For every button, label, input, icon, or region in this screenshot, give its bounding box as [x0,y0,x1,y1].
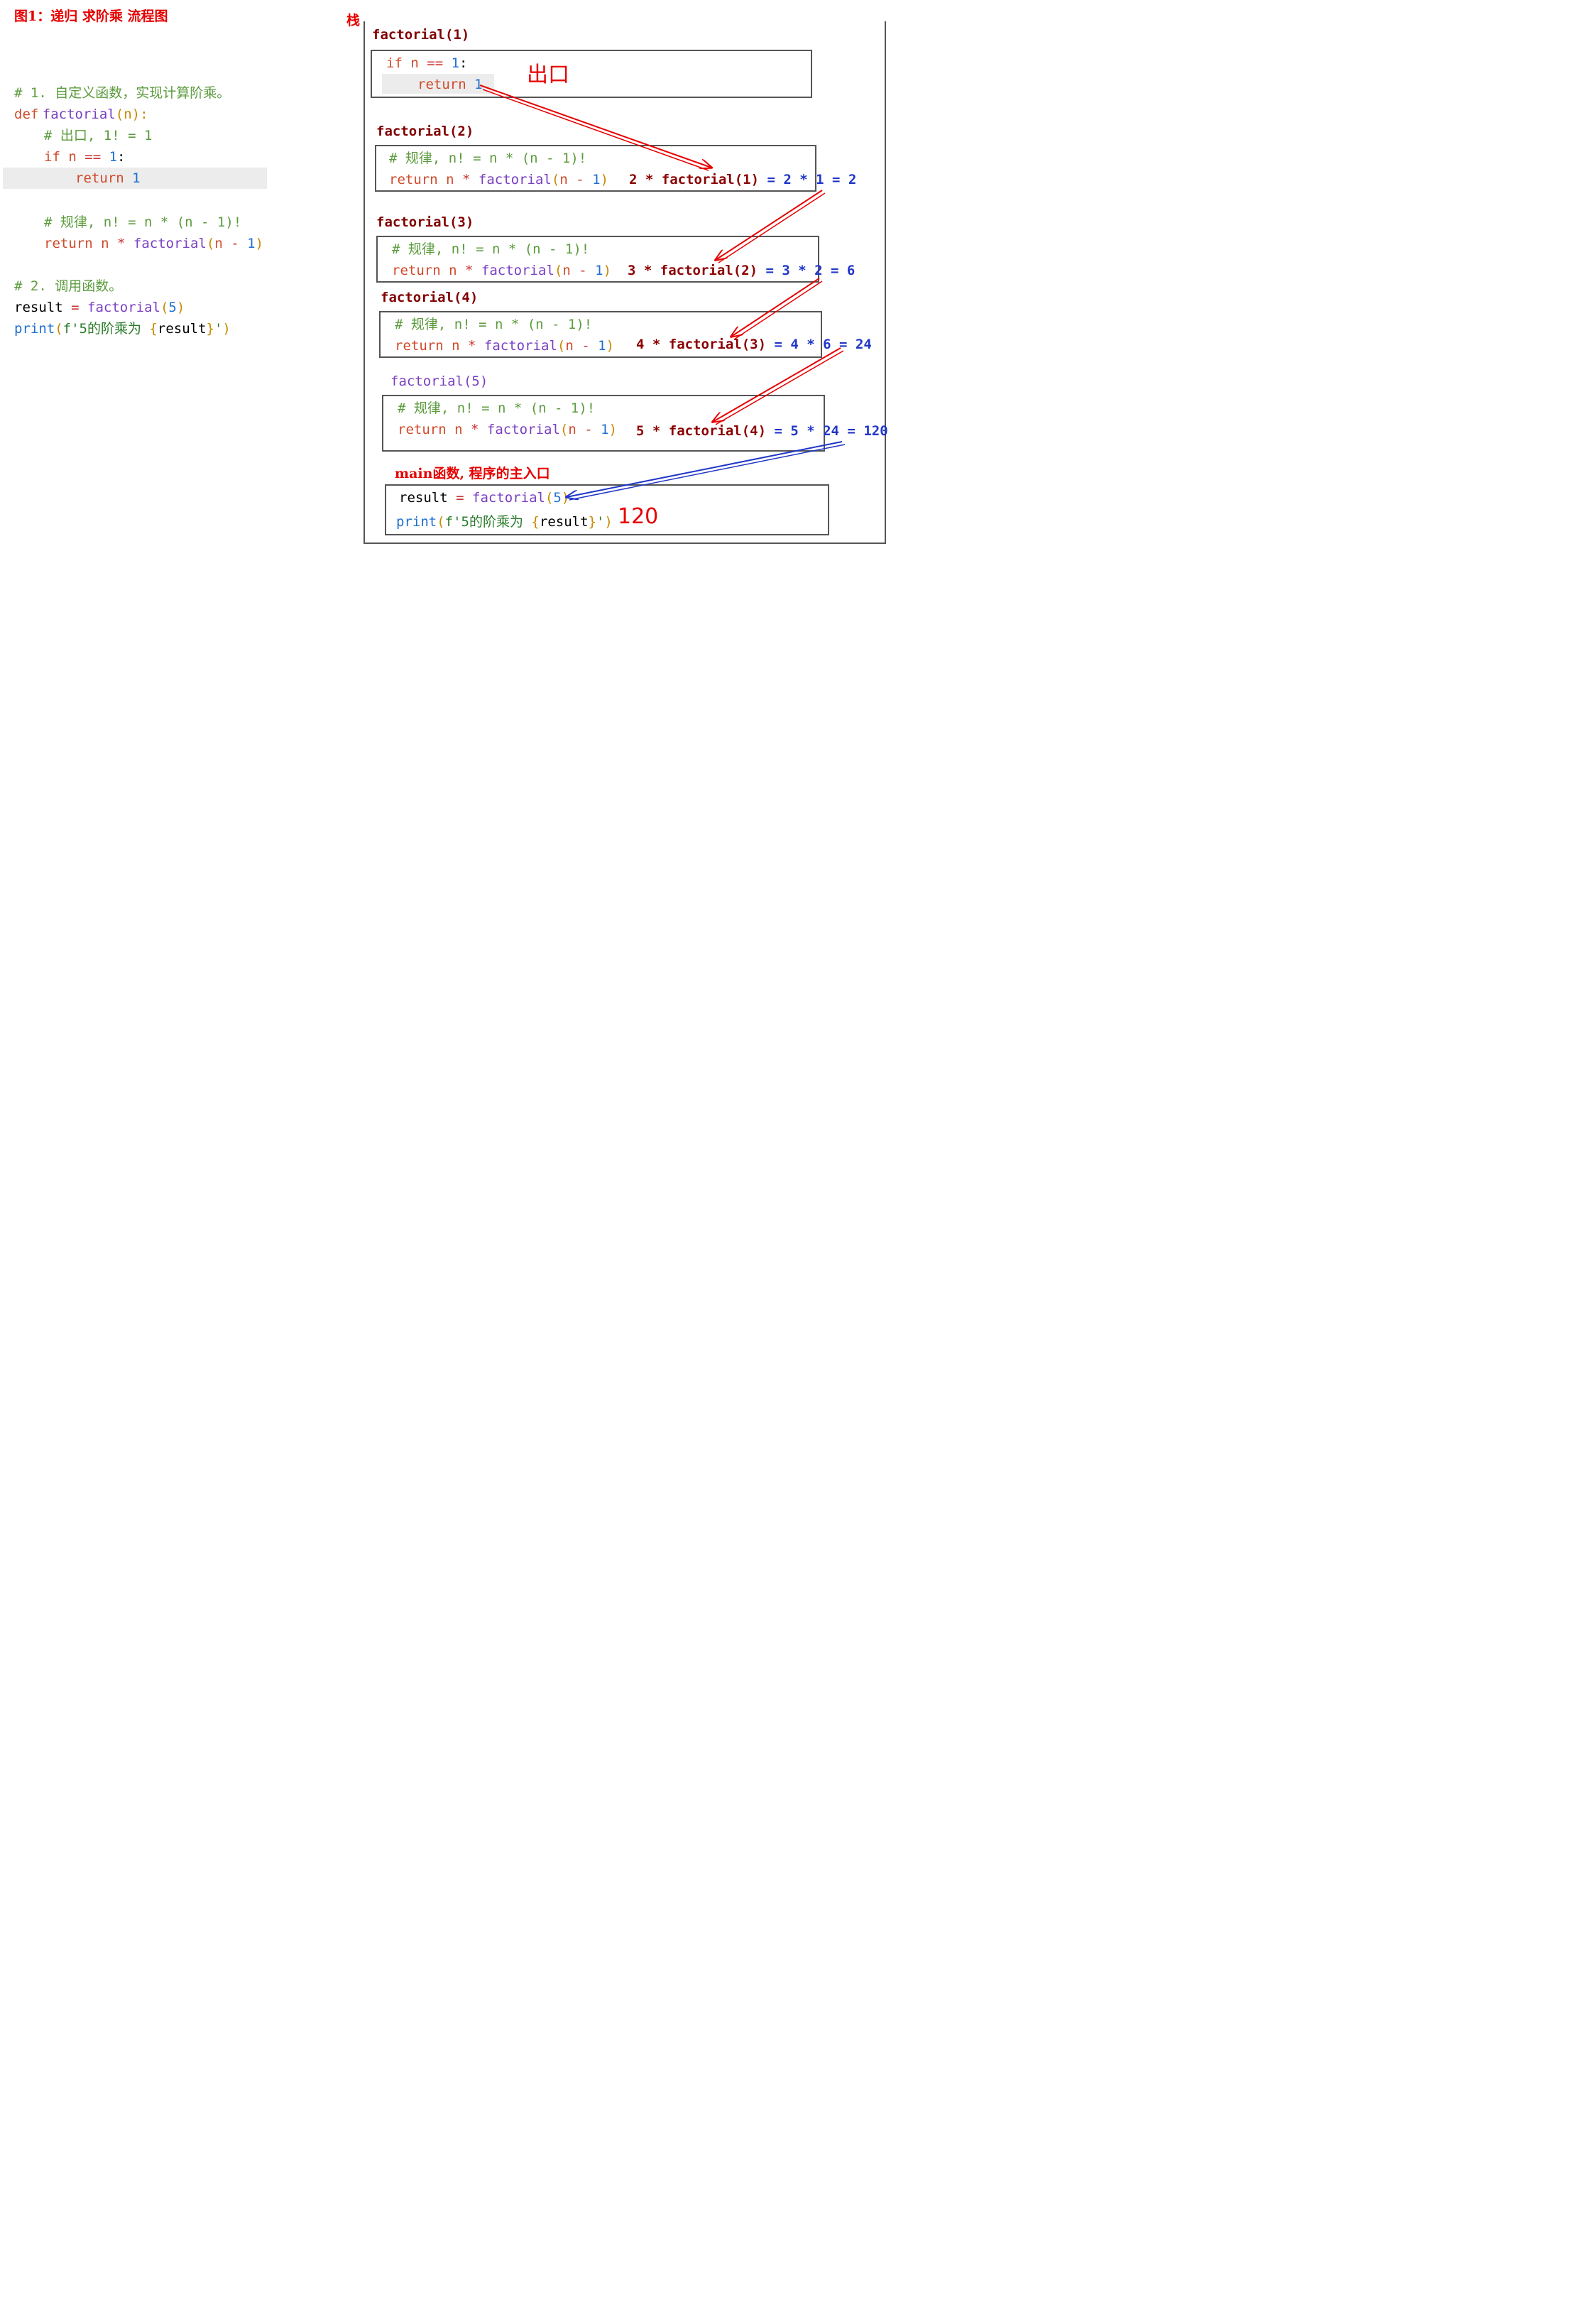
code-result-line: result = factorial(5) [14,300,185,315]
frame-factorial-1 [371,50,812,98]
code-print-line: print(f'5的阶乘为 {result}') [14,321,231,337]
code-comment-exit: # 出口, 1! = 1 [44,128,153,143]
frame4-calc: 4 * factorial(3) = 4 * 6 = 24 [636,337,872,352]
frame-factorial-5 [382,395,825,452]
frame5-return-line: return n * factorial(n - 1) [398,422,618,437]
frame4-return-line: return n * factorial(n - 1) [395,338,615,354]
code-comment-rule: # 规律, n! = n * (n - 1)! [44,214,242,230]
code-return-1: return 1 [75,170,141,186]
frame1-return-line: return 1 [417,77,483,92]
figure-title: 图1：递归 求阶乘 流程图 [14,9,168,24]
frame2-return-line: return n * factorial(n - 1) [389,172,609,187]
frame1-highlight [382,74,494,94]
code-comment-2: # 2. 调用函数。 [14,278,123,294]
code-return-recursive: return n * factorial(n - 1) [44,236,264,251]
frame-title-factorial-5: factorial(5) [390,373,488,389]
frame-factorial-3 [376,236,819,283]
frame2-comment: # 规律, n! = n * (n - 1)! [389,151,587,166]
code-comment-1: # 1. 自定义函数，实现计算阶乘。 [14,85,231,101]
code-def-line: def factorial(n): [14,107,148,122]
frame2-calc: 2 * factorial(1) = 2 * 1 = 2 [629,172,857,187]
frame-main [385,484,829,535]
code-if-line: if n == 1: [44,149,126,165]
program-output: 120 [618,504,659,529]
arrow-frame4-to-frame5 [713,347,844,425]
frame1-if-line: if n == 1: [386,55,468,71]
frame5-calc: 5 * factorial(4) = 5 * 24 = 120 [636,423,888,439]
main-result-line: result = factorial(5) [399,490,570,506]
frame4-comment: # 规律, n! = n * (n - 1)! [395,317,593,332]
code-highlight-row [3,168,267,189]
frame3-comment: # 规律, n! = n * (n - 1)! [392,241,590,257]
arrow-frame3-to-frame4 [731,278,823,340]
stack-label: 栈 [346,13,361,28]
frame-title-factorial-1: factorial(1) [372,27,470,43]
arrow-frame5-to-main [567,441,846,501]
stack-container [364,21,886,544]
arrow-return-1-to-frame2 [479,84,711,171]
main-frame-title: main函数, 程序的主入口 [395,466,550,481]
frame-factorial-2 [375,145,816,192]
frame3-calc: 3 * factorial(2) = 3 * 2 = 6 [628,263,856,278]
frame-factorial-4 [379,311,822,358]
frame5-comment: # 规律, n! = n * (n - 1)! [398,400,596,416]
frame-title-factorial-4: factorial(4) [381,290,479,305]
arrow-frame2-to-frame3 [716,190,826,263]
main-print-line: print(f'5的阶乘为 {result}') [396,514,613,530]
exit-note: 出口 [527,62,569,87]
frame-title-factorial-2: factorial(2) [376,124,474,139]
frame3-return-line: return n * factorial(n - 1) [392,263,612,278]
frame-title-factorial-3: factorial(3) [376,214,474,230]
